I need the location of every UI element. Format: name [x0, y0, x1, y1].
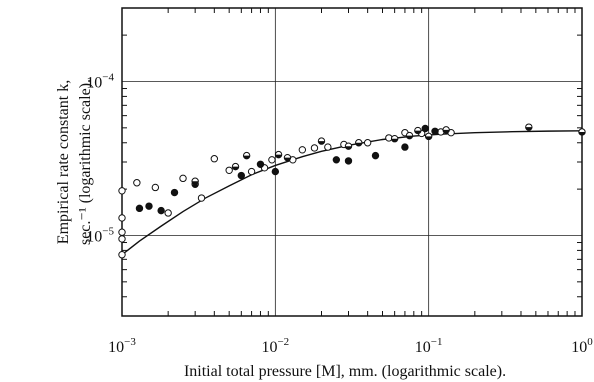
x-axis-title: Initial total pressure [M], mm. (logarit…: [184, 363, 506, 380]
data-points: [118, 123, 586, 259]
half-filled-circle-point: [191, 177, 199, 185]
x-tick-label: 10−1: [415, 336, 443, 356]
open-circle-point: [118, 228, 126, 236]
x-tick-labels: 10−3 10−2 10−1 100: [108, 336, 593, 356]
filled-circle-point: [421, 124, 429, 133]
open-circle-point: [164, 209, 172, 217]
open-circle-point: [118, 251, 126, 259]
open-circle-point: [310, 144, 319, 152]
minor-ticks: [122, 8, 582, 316]
half-filled-circle-point: [405, 131, 414, 140]
y-axis-title-line1: Empirical rate constant k,: [55, 80, 72, 244]
half-filled-circle-point: [525, 123, 533, 131]
half-filled-circle-point: [231, 162, 240, 171]
x-tick-label: 10−3: [108, 336, 136, 356]
x-tick-label: 10−2: [261, 336, 289, 356]
open-circle-point: [247, 167, 256, 176]
y-tick-label: 10−4: [86, 71, 114, 91]
filled-circle-point: [135, 204, 144, 213]
open-circle-point: [324, 143, 332, 151]
grid-lines: [122, 8, 582, 316]
open-circle-point: [298, 146, 307, 154]
open-circle-point: [363, 139, 372, 147]
filled-circle-point: [170, 188, 179, 197]
half-filled-circle-point: [424, 132, 433, 141]
open-circle-point: [225, 166, 233, 174]
y-tick-labels: 10−5 10−4: [86, 71, 114, 245]
filled-circle-point: [332, 156, 341, 164]
open-circle-point: [179, 174, 187, 183]
filled-circle-point: [401, 143, 409, 151]
open-circle-point: [118, 235, 126, 243]
open-circle-point: [118, 187, 126, 195]
half-filled-circle-point: [414, 126, 422, 135]
half-filled-circle-point: [390, 135, 399, 143]
half-filled-circle-point: [242, 151, 251, 160]
y-axis-title-line2: sec.⁻¹ (logarithmic scale).: [77, 79, 94, 245]
y-tick-label: 10−5: [86, 225, 114, 245]
open-circle-point: [268, 156, 276, 164]
half-filled-circle-point: [442, 126, 450, 134]
filled-circle-point: [157, 206, 165, 215]
open-circle-point: [133, 179, 141, 187]
filled-circle-point: [431, 127, 439, 135]
half-filled-circle-point: [578, 128, 586, 136]
half-filled-circle-point: [274, 150, 283, 159]
filled-circle-point: [344, 157, 353, 165]
open-circle-point: [151, 183, 160, 192]
half-filled-circle-point: [283, 153, 292, 162]
filled-circle-point: [145, 202, 153, 210]
x-tick-label: 100: [571, 336, 593, 356]
half-filled-circle-point: [355, 139, 363, 147]
half-filled-circle-point: [344, 142, 353, 150]
filled-circle-point: [271, 167, 280, 176]
filled-circle-point: [256, 160, 265, 168]
open-circle-point: [210, 155, 219, 163]
half-filled-circle-point: [317, 137, 326, 145]
filled-circle-point: [237, 171, 246, 180]
open-circle-point: [118, 214, 126, 222]
filled-circle-point: [371, 151, 380, 160]
fit-curve: [121, 130, 583, 256]
open-circle-point: [197, 194, 206, 202]
